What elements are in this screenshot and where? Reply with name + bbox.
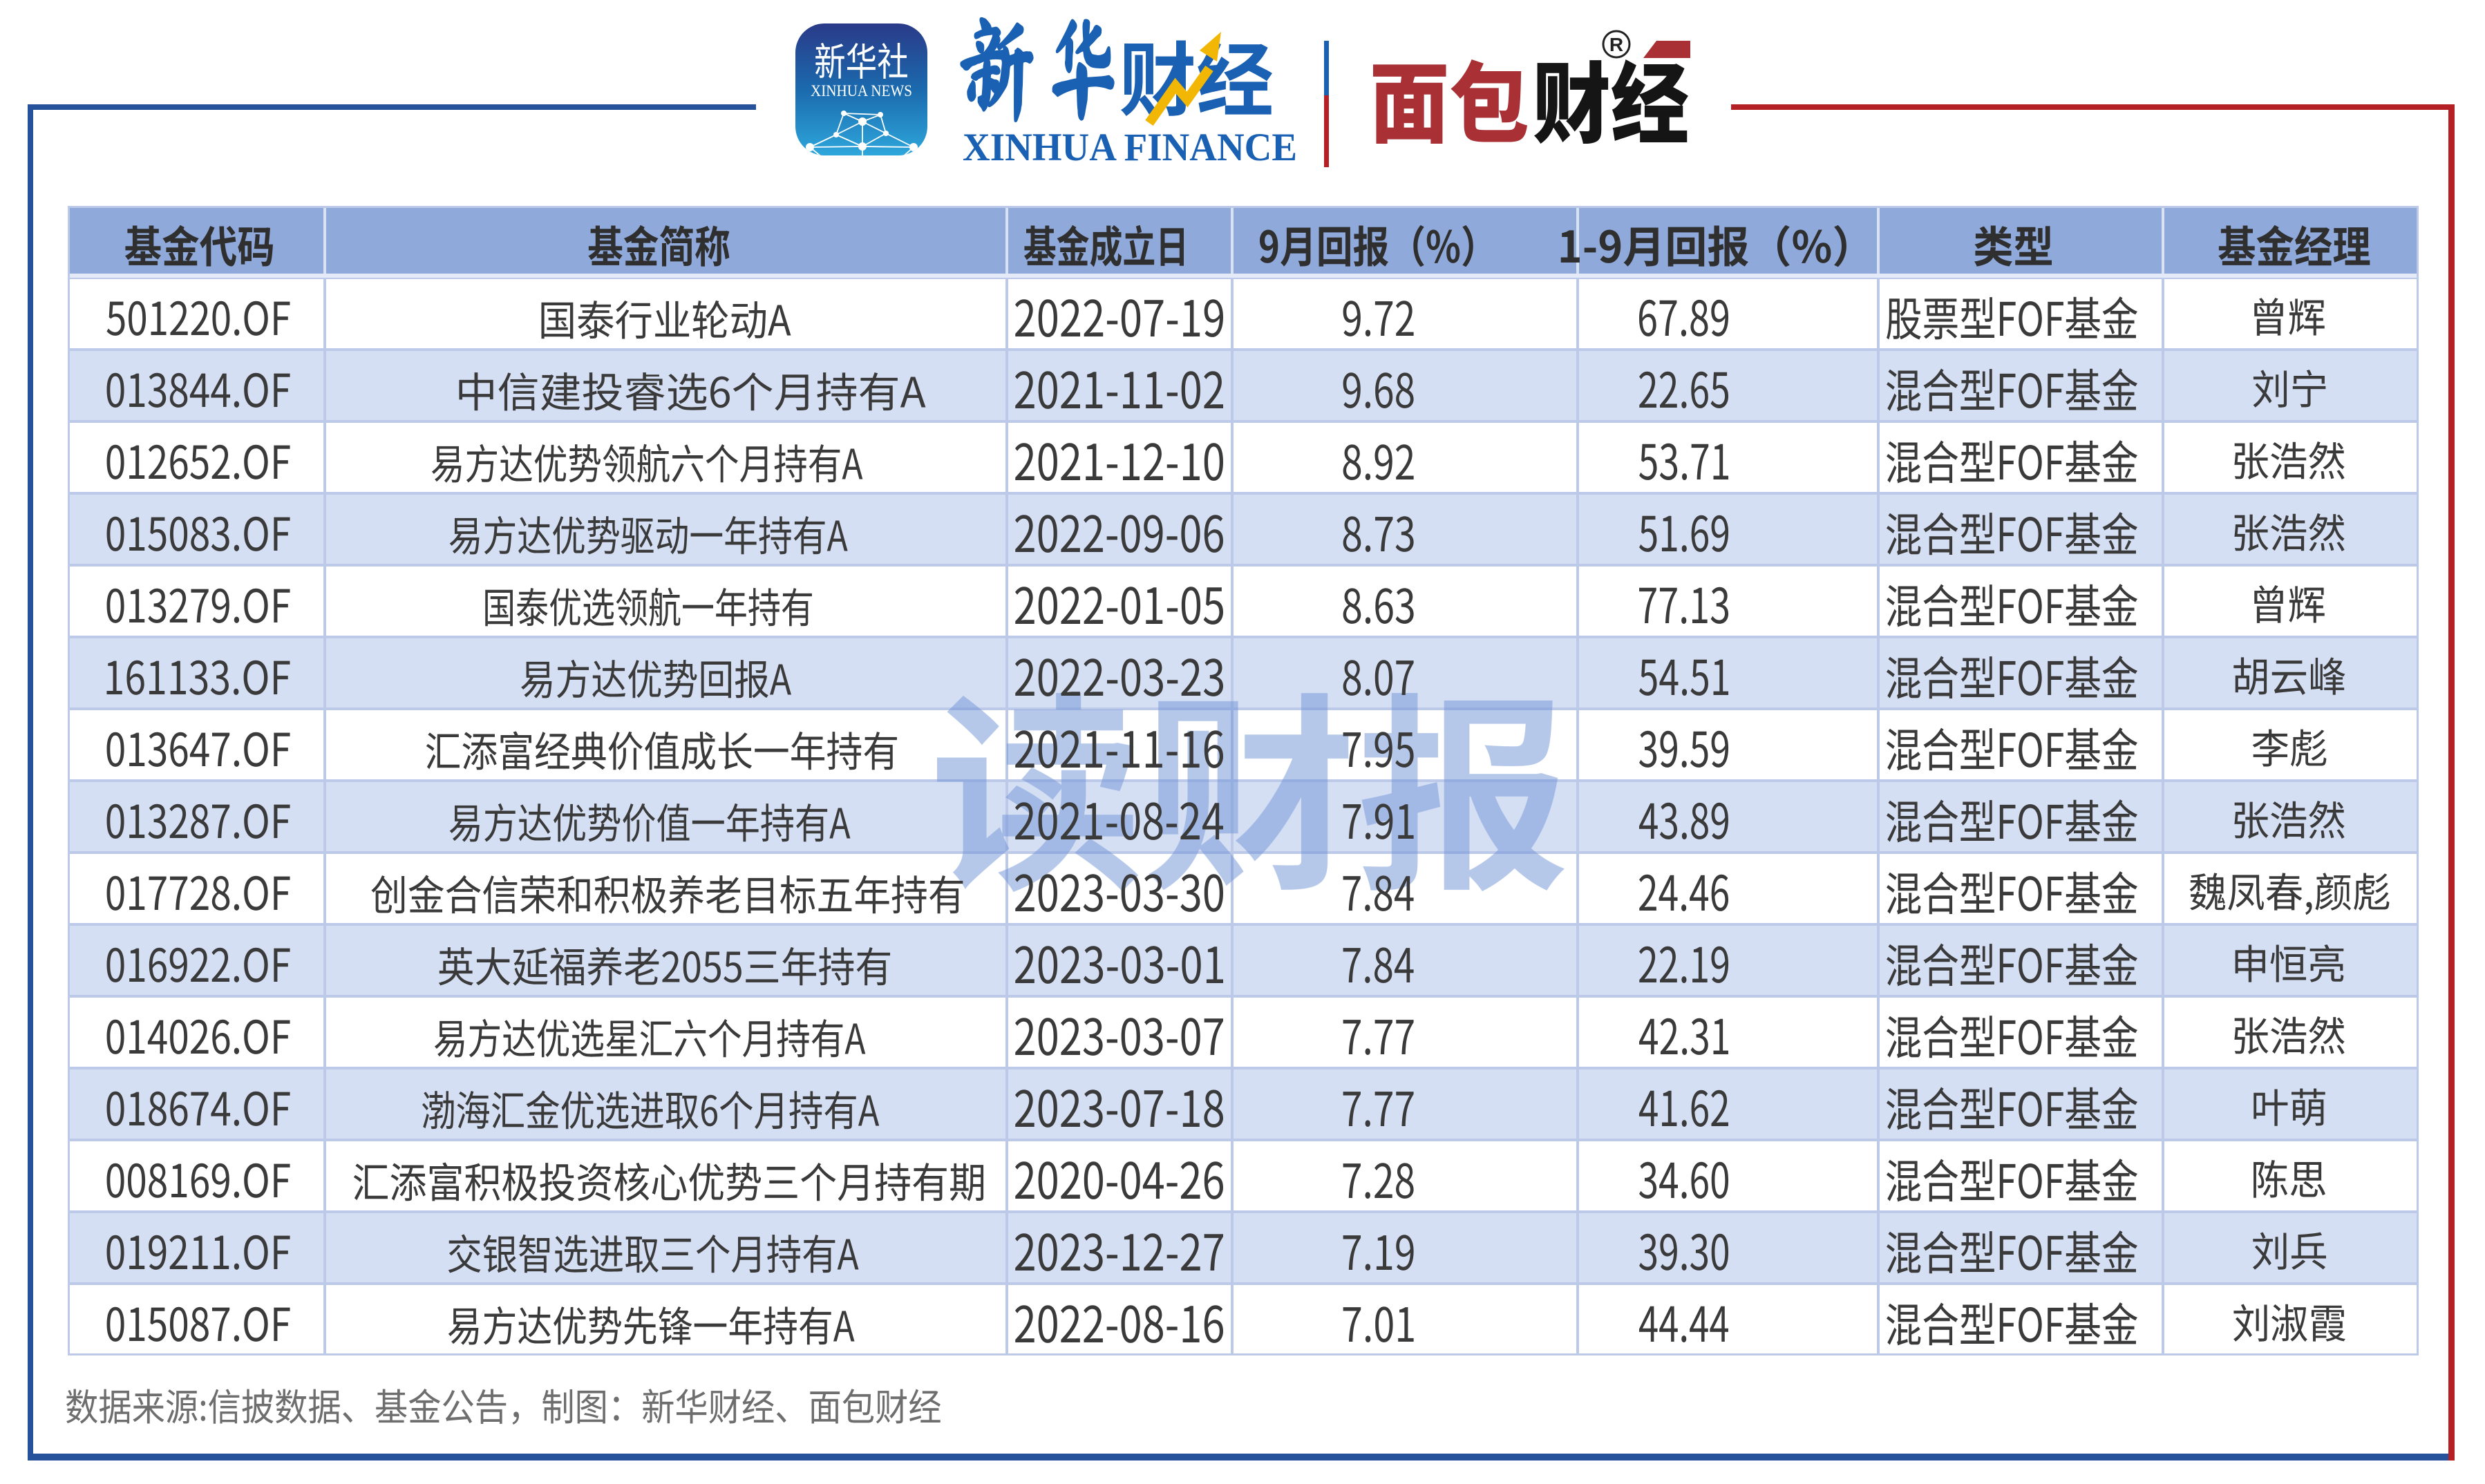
svg-text:XINHUA FINANCE: XINHUA FINANCE [963,126,1297,169]
svg-text:R: R [1609,34,1623,55]
svg-text:XINHUA NEWS: XINHUA NEWS [811,82,912,99]
